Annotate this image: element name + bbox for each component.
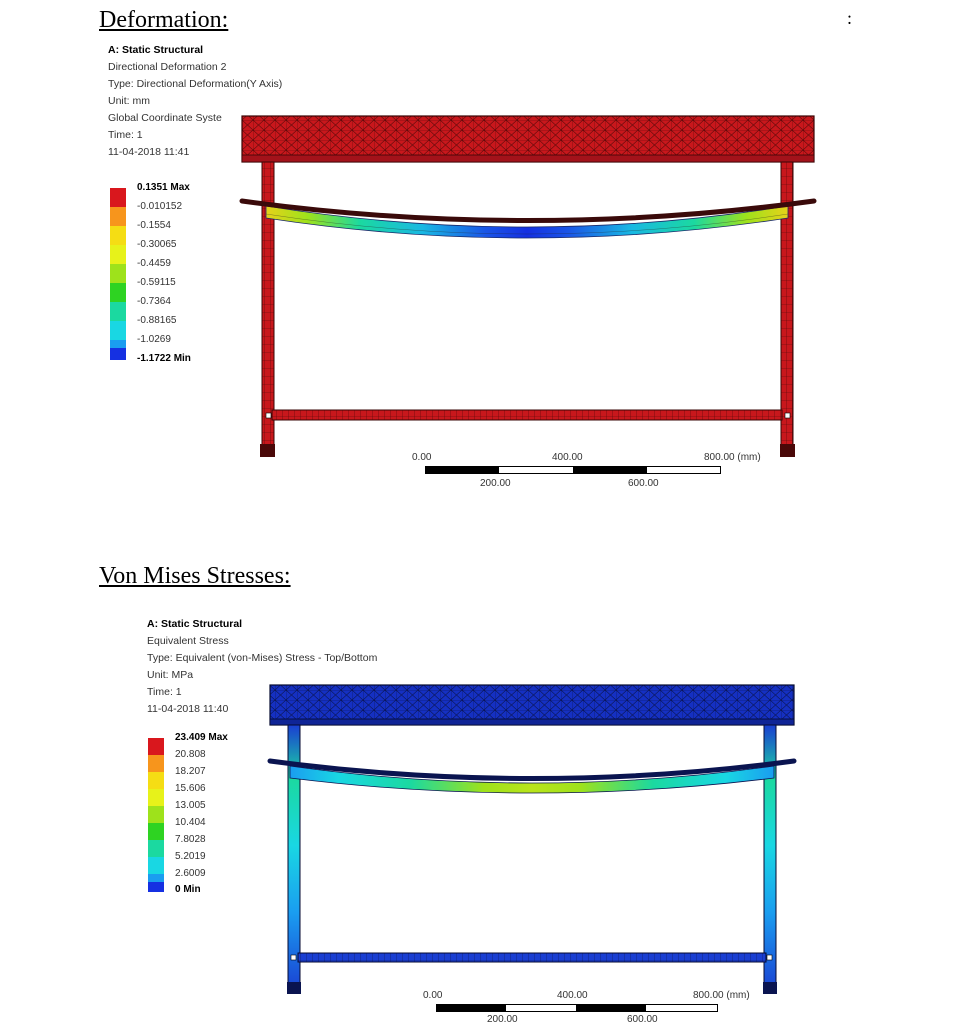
legend-label: -0.88165: [137, 315, 177, 326]
deformation-analysis-title: A: Static Structural: [108, 44, 204, 56]
scale-tick-label: 200.00: [487, 1014, 518, 1025]
legend-label: -0.59115: [137, 277, 176, 288]
stress-result-type: Type: Equivalent (von-Mises) Stress - To…: [147, 652, 378, 664]
legend-label: 20.808: [175, 749, 206, 760]
legend-swatch: [110, 264, 126, 284]
legend-swatch: [148, 806, 164, 824]
legend-label: 10.404: [175, 817, 206, 828]
stress-result-name: Equivalent Stress: [147, 635, 229, 647]
deformation-model-view: [239, 115, 817, 457]
legend-min-label: -1.1722 Min: [137, 353, 191, 364]
legend-max-label: 23.409 Max: [175, 732, 228, 743]
stress-info-block: A: Static Structural Equivalent Stress T…: [147, 616, 377, 718]
legend-swatch: [148, 772, 164, 790]
scale-tick-label: 600.00: [628, 478, 659, 489]
stress-time: Time: 1: [147, 686, 182, 698]
deflected-beam: [265, 205, 789, 239]
deformation-info-block: A: Static Structural Directional Deforma…: [108, 42, 282, 161]
stress-date: 11-04-2018 11:40: [147, 703, 229, 715]
deformation-result-name: Directional Deformation 2: [108, 61, 227, 73]
legend-label: 18.207: [175, 766, 206, 777]
stress-heading: Von Mises Stresses:: [99, 563, 291, 589]
legend-label: 2.6009: [175, 868, 206, 879]
legend-label: -0.7364: [137, 296, 171, 307]
scale-tick-label: 400.00: [557, 990, 588, 1001]
stress-scale-bar: 0.00 400.00 800.00 (mm) 200.00 600.00: [423, 990, 785, 1030]
legend-min-label: 0 Min: [175, 884, 201, 895]
legend-label: -0.010152: [137, 201, 183, 212]
scale-tick-label: 600.00: [627, 1014, 658, 1025]
legend-swatch: [110, 245, 126, 265]
stressed-beam: [289, 765, 775, 794]
deformation-color-legend: 0.1351 Max -0.010152 -0.1554 -0.30065 -0…: [110, 182, 230, 368]
legend-max-label: 0.1351 Max: [137, 182, 190, 193]
page-corner-mark: :: [847, 8, 853, 28]
legend-swatch: [110, 226, 126, 246]
legend-swatch: [148, 738, 164, 756]
stress-color-legend: 23.409 Max 20.808 18.207 15.606 13.005 1…: [148, 732, 268, 898]
scale-tick-label: 0.00: [412, 452, 432, 463]
stress-unit: Unit: MPa: [147, 669, 194, 681]
legend-label: 15.606: [175, 783, 206, 794]
legend-label: 5.2019: [175, 851, 206, 862]
scale-tick-label: 800.00 (mm): [704, 452, 761, 463]
legend-swatch: [110, 188, 126, 208]
lower-rail: [297, 952, 767, 963]
deformation-date: 11-04-2018 11:41: [108, 146, 190, 158]
legend-swatch: [148, 882, 164, 892]
legend-swatch: [110, 348, 126, 360]
legend-swatch: [148, 840, 164, 858]
stress-model-view: [267, 684, 797, 994]
scale-tick-label: 400.00: [552, 452, 583, 463]
legend-label: 13.005: [175, 800, 206, 811]
legend-label: 7.8028: [175, 834, 206, 845]
top-plate: [241, 115, 815, 163]
legend-label: -0.30065: [137, 239, 177, 250]
deformation-time: Time: 1: [108, 129, 143, 141]
scale-tick-label: 200.00: [480, 478, 511, 489]
deformation-unit: Unit: mm: [108, 95, 150, 107]
deformation-result-type: Type: Directional Deformation(Y Axis): [108, 78, 283, 90]
legend-swatch: [110, 321, 126, 341]
stress-analysis-title: A: Static Structural: [147, 618, 243, 630]
top-plate: [269, 684, 795, 726]
deformation-heading: Deformation:: [99, 7, 229, 33]
scale-tick-label: 800.00 (mm): [693, 990, 750, 1001]
legend-swatch: [110, 283, 126, 303]
legend-swatch: [110, 302, 126, 322]
deformation-coordinate-system: Global Coordinate Syste: [108, 112, 222, 124]
legend-swatch: [110, 207, 126, 227]
legend-label: -0.4459: [137, 258, 171, 269]
legend-swatch: [148, 789, 164, 807]
legend-swatch: [148, 755, 164, 773]
lower-rail: [271, 409, 783, 421]
legend-label: -1.0269: [137, 334, 171, 345]
deformation-scale-bar: 0.00 400.00 800.00 (mm) 200.00 600.00: [412, 452, 774, 492]
legend-label: -0.1554: [137, 220, 171, 231]
legend-swatch: [148, 857, 164, 875]
legend-swatch: [148, 874, 164, 884]
legend-swatch: [148, 823, 164, 841]
scale-tick-label: 0.00: [423, 990, 443, 1001]
